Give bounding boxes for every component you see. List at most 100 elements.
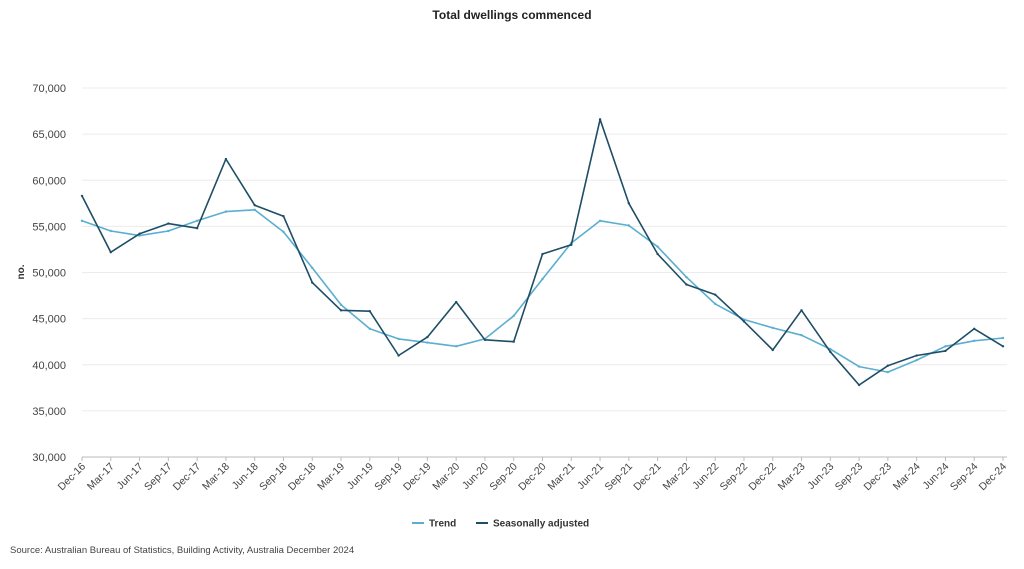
data-point-seasonally-adjusted xyxy=(368,310,372,313)
data-point-trend xyxy=(368,327,372,330)
data-point-seasonally-adjusted xyxy=(829,350,832,354)
x-tick-label: Jun-24 xyxy=(920,461,951,492)
x-tick-label: Sep-21 xyxy=(603,461,636,494)
data-point-seasonally-adjusted xyxy=(886,364,890,367)
data-point-seasonally-adjusted xyxy=(570,243,573,247)
y-tick-label: 55,000 xyxy=(32,221,66,233)
x-tick-label: Dec-16 xyxy=(56,461,89,494)
x-tick-label: Sep-17 xyxy=(142,461,175,494)
data-point-seasonally-adjusted xyxy=(253,203,256,207)
data-point-trend xyxy=(713,302,717,306)
data-point-trend xyxy=(253,208,256,211)
data-point-seasonally-adjusted xyxy=(167,222,170,225)
x-tick-label: Jun-21 xyxy=(575,461,606,492)
y-tick-label: 60,000 xyxy=(32,175,66,187)
data-point-trend xyxy=(973,339,976,342)
data-point-seasonally-adjusted xyxy=(195,227,199,230)
data-point-seasonally-adjusted xyxy=(109,251,112,254)
data-point-trend xyxy=(800,334,803,337)
data-point-trend xyxy=(1001,336,1005,340)
x-tick-label: Mar-21 xyxy=(545,461,577,493)
data-point-trend xyxy=(109,229,112,233)
x-tick-label: Jun-23 xyxy=(805,461,836,492)
data-point-seasonally-adjusted xyxy=(311,281,314,284)
data-point-trend xyxy=(195,219,199,223)
series-lines xyxy=(80,118,1005,387)
data-point-trend xyxy=(857,365,861,368)
x-tick-label: Jun-17 xyxy=(114,461,145,492)
data-point-seasonally-adjusted xyxy=(282,215,285,218)
data-point-seasonally-adjusted xyxy=(80,194,84,198)
data-point-seasonally-adjusted xyxy=(771,348,774,352)
data-point-trend xyxy=(426,341,429,344)
y-axis-label: no. xyxy=(16,264,27,279)
data-point-seasonally-adjusted xyxy=(944,349,947,353)
data-point-seasonally-adjusted xyxy=(713,293,717,296)
data-point-seasonally-adjusted xyxy=(224,157,228,161)
data-point-seasonally-adjusted xyxy=(656,252,659,256)
series-line-trend xyxy=(81,209,1004,373)
data-point-seasonally-adjusted xyxy=(685,283,688,286)
data-point-seasonally-adjusted xyxy=(541,252,544,256)
x-tick-label: Dec-17 xyxy=(171,461,204,494)
legend: Trend Seasonally adjusted xyxy=(412,519,589,530)
x-tick-label: Mar-23 xyxy=(776,461,808,493)
x-tick-label: Mar-17 xyxy=(85,461,117,493)
y-tick-label: 35,000 xyxy=(32,406,66,418)
y-tick-label: 50,000 xyxy=(32,268,66,280)
data-point-trend xyxy=(167,229,170,233)
x-tick-label: Sep-22 xyxy=(718,461,751,494)
data-point-trend xyxy=(454,345,458,348)
x-tick-label: Jun-22 xyxy=(690,461,721,492)
x-tick-label: Mar-18 xyxy=(200,461,232,493)
data-point-trend xyxy=(339,303,343,306)
legend-label-seasonally-adjusted: Seasonally adjusted xyxy=(493,519,589,530)
chart-title: Total dwellings commenced xyxy=(432,8,591,22)
data-point-trend xyxy=(944,345,947,348)
data-point-seasonally-adjusted xyxy=(915,354,918,357)
data-point-seasonally-adjusted xyxy=(800,309,803,312)
y-tick-label: 70,000 xyxy=(32,83,66,95)
data-point-seasonally-adjusted xyxy=(1001,345,1005,348)
x-tick-label: Dec-19 xyxy=(401,461,434,494)
data-point-seasonally-adjusted xyxy=(512,340,515,343)
data-point-seasonally-adjusted xyxy=(138,232,141,235)
x-tick-label: Sep-18 xyxy=(257,461,290,494)
gridlines xyxy=(82,87,1007,458)
data-point-trend xyxy=(627,224,631,227)
series-line-seasonally-adjusted xyxy=(81,118,1004,386)
x-tick-label: Dec-21 xyxy=(631,461,664,494)
data-point-trend xyxy=(656,245,659,248)
data-point-trend xyxy=(397,337,400,341)
y-axis-ticks: 30,000 35,000 40,000 45,000 50,000 55,000 60,0… xyxy=(32,83,66,464)
data-point-trend xyxy=(598,219,602,223)
x-tick-label: Dec-22 xyxy=(746,461,779,494)
data-point-seasonally-adjusted xyxy=(742,320,746,323)
data-point-trend xyxy=(915,358,918,362)
source-note: Source: Australian Bureau of Statistics,… xyxy=(10,545,354,556)
data-point-seasonally-adjusted xyxy=(339,309,343,312)
data-point-seasonally-adjusted xyxy=(857,383,861,387)
x-tick-label: Dec-20 xyxy=(516,461,549,494)
y-tick-label: 65,000 xyxy=(32,129,66,141)
data-point-trend xyxy=(311,266,314,270)
x-tick-label: Jun-20 xyxy=(460,461,491,492)
x-tick-label: Sep-24 xyxy=(948,461,981,494)
x-tick-label: Dec-18 xyxy=(286,461,319,494)
x-tick-label: Sep-20 xyxy=(487,461,520,494)
x-tick-label: Mar-20 xyxy=(430,461,462,493)
x-tick-label: Mar-24 xyxy=(891,461,923,493)
x-tick-label: Sep-23 xyxy=(833,461,866,494)
x-tick-label: Mar-19 xyxy=(315,461,347,493)
data-point-trend xyxy=(80,219,84,223)
data-point-trend xyxy=(541,277,544,281)
x-tick-label: Mar-22 xyxy=(661,461,693,493)
data-point-seasonally-adjusted xyxy=(627,202,631,205)
data-point-trend xyxy=(886,370,890,374)
x-tick-label: Dec-23 xyxy=(862,461,895,494)
data-point-trend xyxy=(224,210,228,213)
data-point-seasonally-adjusted xyxy=(397,354,400,357)
y-tick-label: 40,000 xyxy=(32,360,66,372)
